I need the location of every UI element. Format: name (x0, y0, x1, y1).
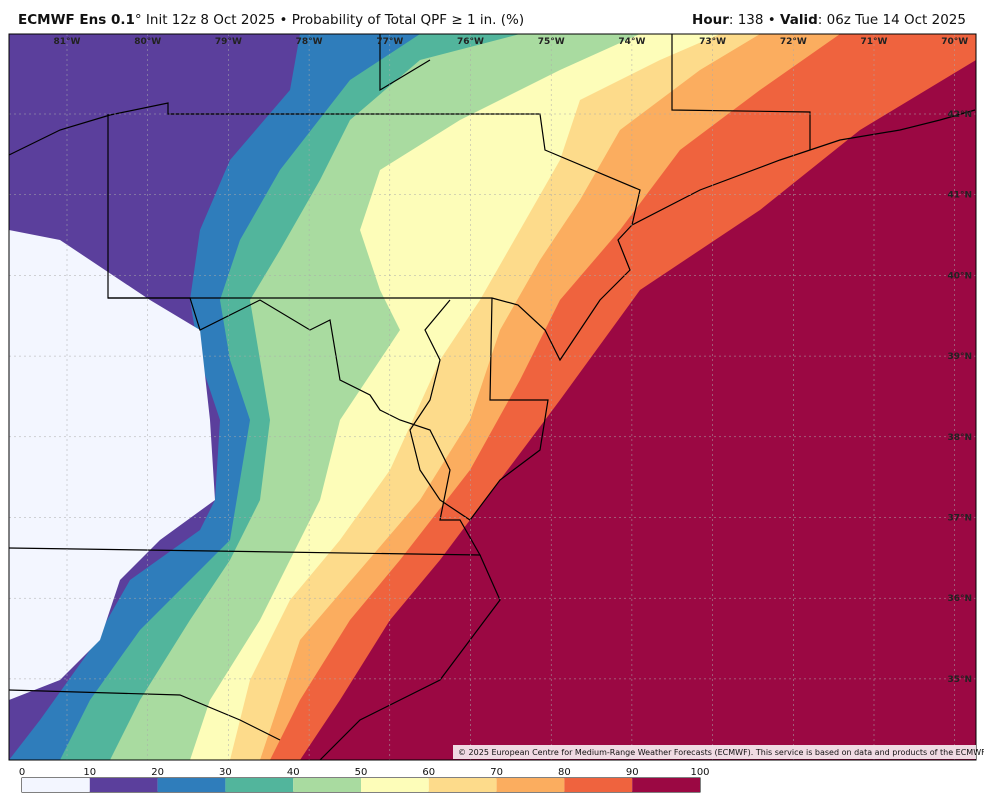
valid-label: Valid (780, 12, 818, 28)
longitude-label: 79°W (215, 37, 242, 47)
colorbar-bin (564, 778, 633, 792)
latitude-label: 40°N (947, 271, 972, 281)
colorbar-bin (89, 778, 158, 792)
graticule (9, 34, 976, 760)
field-band (9, 230, 215, 700)
colorbar-bin (22, 778, 90, 792)
longitude-label: 76°W (457, 37, 484, 47)
colorbar-tick-label: 40 (287, 767, 300, 778)
degree: ° (134, 12, 142, 28)
longitude-label: 72°W (780, 37, 807, 47)
colorbar-bin (293, 778, 361, 792)
colorbar-tick-label: 50 (355, 767, 368, 778)
colorbar-bin (428, 778, 497, 792)
probability-field (9, 34, 976, 760)
field-band (9, 34, 976, 760)
hour-value: : 138 • (728, 12, 781, 28)
longitude-label: 78°W (296, 37, 323, 47)
model: ECMWF Ens 0.1 (18, 12, 135, 28)
hour-label: Hour (692, 12, 729, 28)
colorbar-tick-label: 60 (422, 767, 435, 778)
longitude-label: 77°W (376, 37, 403, 47)
credit-bg (453, 745, 976, 759)
colorbar-bin (496, 778, 565, 792)
longitude-label: 81°W (54, 37, 81, 47)
latitude-label: 37°N (947, 514, 972, 524)
colorbar-bin (361, 778, 429, 792)
colorbar-tick-label: 90 (626, 767, 639, 778)
borders (9, 34, 976, 760)
longitude-label: 75°W (538, 37, 565, 47)
latitude-label: 42°N (947, 110, 972, 120)
description: Init 12z 8 Oct 2025 • Probability of Tot… (145, 12, 525, 28)
colorbar-tick-label: 70 (490, 767, 503, 778)
colorbar-tick-label: 80 (558, 767, 571, 778)
colorbar-tick-label: 30 (219, 767, 232, 778)
valid-info: Hour: 138 • Valid: 06z Tue 14 Oct 2025 (692, 12, 966, 28)
colorbar-tick-label: 100 (690, 767, 709, 778)
longitude-label: 71°W (861, 37, 888, 47)
latitude-label: 38°N (947, 433, 972, 443)
title: ECMWF Ens 0.1° Init 12z 8 Oct 2025 • Pro… (18, 12, 524, 28)
longitude-label: 80°W (134, 37, 161, 47)
latitude-label: 41°N (947, 191, 972, 201)
longitude-label: 70°W (941, 37, 968, 47)
colorbar-bin (632, 778, 700, 792)
latitude-label: 39°N (947, 352, 972, 362)
valid-value: : 06z Tue 14 Oct 2025 (817, 12, 966, 28)
colorbar-tick-label: 20 (151, 767, 164, 778)
colorbar-tick-label: 0 (19, 767, 25, 778)
latitude-label: 35°N (947, 675, 972, 685)
colorbar-tick-label: 10 (83, 767, 96, 778)
colorbar-bin (157, 778, 226, 792)
map-frame (8, 33, 977, 761)
latitude-label: 36°N (947, 594, 972, 604)
longitude-label: 73°W (699, 37, 726, 47)
longitude-label: 74°W (618, 37, 645, 47)
colorbar-bin (225, 778, 294, 792)
credit: © 2025 European Centre for Medium-Range … (458, 748, 984, 757)
